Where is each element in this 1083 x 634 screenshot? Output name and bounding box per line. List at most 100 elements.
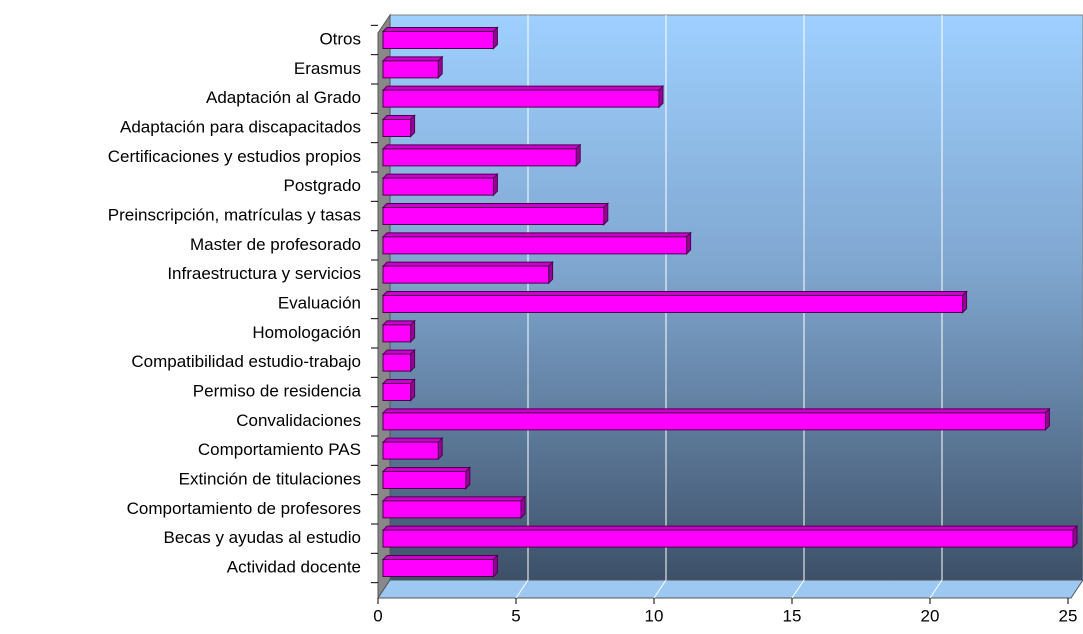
x-tick-label: 10 [645, 606, 664, 625]
y-tick-label: Master de profesorado [190, 235, 361, 254]
bar-top [381, 496, 527, 502]
y-tick-label: Becas y ayudas al estudio [163, 528, 361, 547]
bar-side [686, 231, 692, 256]
bar [381, 143, 582, 168]
bar-front [382, 207, 605, 225]
bar-side [1072, 524, 1078, 549]
y-tick-label: Comportamiento de profesores [127, 499, 361, 518]
bar [381, 554, 499, 578]
y-tick-label: Homologación [252, 323, 361, 342]
bar-top [381, 408, 1051, 414]
bar-front [382, 89, 660, 108]
grid-line [653, 579, 667, 599]
bar-side [437, 55, 443, 80]
bar-side [492, 554, 498, 578]
bar-top [381, 85, 665, 91]
bar-side [1044, 407, 1050, 432]
bar-front [382, 559, 494, 577]
bar-top [381, 437, 444, 443]
bar-top [381, 56, 444, 62]
bar-side [492, 26, 498, 50]
bar [381, 172, 499, 197]
y-tick-label: Otros [319, 29, 361, 48]
x-tick-label: 20 [921, 606, 940, 625]
bar-front [382, 119, 412, 137]
bar-side [575, 143, 581, 168]
bar-front [382, 295, 964, 313]
bar [381, 114, 416, 138]
y-tick-label: Extinción de titulaciones [179, 469, 361, 488]
bar-side [410, 114, 416, 138]
bar-side [465, 466, 471, 490]
floor [377, 579, 1083, 599]
bar [381, 319, 416, 344]
bar-top [381, 144, 582, 150]
bar [381, 466, 472, 490]
bar [381, 524, 1079, 549]
bar-side [548, 260, 554, 285]
bar [381, 348, 416, 373]
bar [381, 202, 610, 226]
bar [381, 231, 692, 256]
bar-side [603, 202, 609, 226]
bar-top [381, 525, 1079, 531]
bar-side [410, 348, 416, 373]
bar-top [381, 291, 968, 296]
bar-front [382, 471, 467, 489]
bar [381, 260, 554, 285]
grid-line [929, 579, 943, 599]
x-tick-label: 0 [373, 606, 382, 625]
y-tick-label: Infraestructura y servicios [167, 264, 361, 283]
bar [381, 495, 527, 520]
bar [381, 84, 665, 109]
bar-front [382, 324, 412, 343]
bar-side [410, 319, 416, 344]
bar-front [382, 177, 494, 196]
bar-top [381, 115, 416, 120]
bar-side [410, 378, 416, 402]
y-tick-label: Compatibilidad estudio-trabajo [131, 352, 361, 371]
bar-front [382, 383, 412, 401]
y-tick-label: Adaptación para discapacitados [120, 117, 361, 136]
y-tick-label: Permiso de residencia [193, 381, 362, 400]
bar-front [382, 236, 688, 255]
bar [381, 378, 416, 402]
bar-front [382, 60, 439, 79]
bar-top [381, 203, 610, 208]
bar [381, 26, 499, 50]
y-tick-label: Postgrado [284, 176, 362, 195]
y-tick-label: Comportamiento PAS [198, 440, 361, 459]
bar-top [381, 349, 416, 355]
y-tick-label: Adaptación al Grado [206, 88, 361, 107]
bar-side [520, 495, 526, 520]
bar-top [381, 173, 499, 179]
bar-top [381, 320, 416, 326]
bar-front [382, 441, 439, 460]
bar-side [658, 84, 664, 109]
y-tick-label: Erasmus [294, 59, 361, 78]
bar-front [382, 265, 550, 284]
x-tick-label: 5 [511, 606, 520, 625]
bar-side [437, 436, 443, 461]
bar-side [492, 172, 498, 197]
y-tick-label: Actividad docente [227, 557, 361, 576]
y-tick-label: Convalidaciones [236, 411, 361, 430]
bar-front [382, 500, 522, 519]
bar-top [381, 232, 692, 238]
y-tick-label: Evaluación [278, 293, 361, 312]
bar-top [381, 379, 416, 384]
y-tick-label: Preinscripción, matrículas y tasas [108, 205, 361, 224]
bar-top [381, 27, 499, 32]
bar-front [382, 31, 494, 49]
bar-top [381, 261, 554, 267]
bar [381, 55, 444, 80]
bar-top [381, 467, 472, 472]
bar [381, 407, 1051, 432]
bar-front [382, 529, 1074, 548]
bar-front [382, 412, 1046, 431]
bar-top [381, 555, 499, 560]
grid-line [515, 579, 529, 599]
bar-front [382, 353, 412, 372]
grid-line [791, 579, 805, 599]
